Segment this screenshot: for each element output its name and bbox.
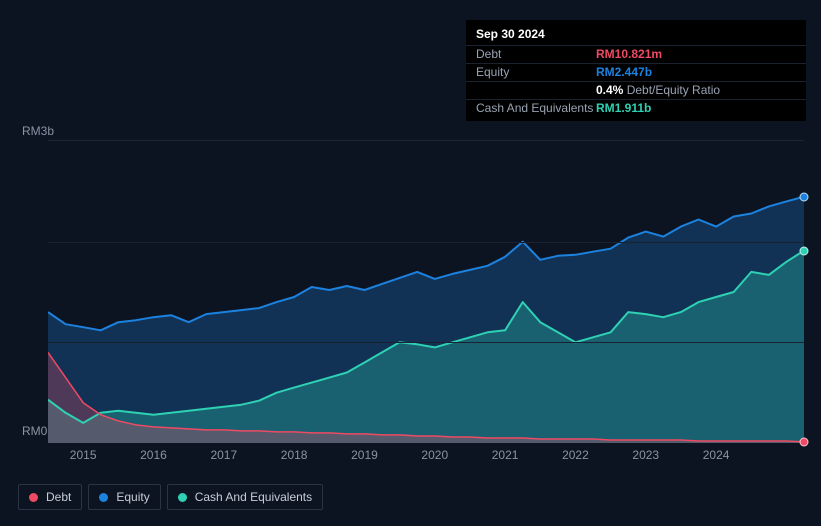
tooltip-row-cash: Cash And Equivalents RM1.911b [466,99,806,117]
tooltip-label: Cash And Equivalents [476,100,596,117]
tooltip-value: RM1.911b [596,100,651,117]
x-tick-label: 2022 [562,448,589,462]
series-end-marker [800,246,809,255]
y-axis-label-bot: RM0 [22,424,47,438]
tooltip-row-debt: Debt RM10.821m [466,45,806,63]
legend-item-cash[interactable]: Cash And Equivalents [167,484,323,510]
chart-plot-area[interactable] [48,140,804,442]
tooltip-date: Sep 30 2024 [466,24,806,45]
tooltip-label: Debt [476,46,596,63]
tooltip-row-equity: Equity RM2.447b [466,63,806,81]
y-axis-label-top: RM3b [22,124,54,138]
ratio-suffix: Debt/Equity Ratio [623,83,720,97]
x-tick-label: 2016 [140,448,167,462]
x-tick-label: 2020 [421,448,448,462]
chart-legend: Debt Equity Cash And Equivalents [18,484,323,510]
gridline [48,342,804,343]
x-tick-label: 2018 [281,448,308,462]
chart-tooltip: Sep 30 2024 Debt RM10.821m Equity RM2.44… [466,20,806,121]
series-end-marker [800,437,809,446]
legend-dot-icon [29,493,38,502]
gridline [48,242,804,243]
series-end-marker [800,192,809,201]
tooltip-label: Equity [476,64,596,81]
tooltip-value: RM10.821m [596,46,662,63]
x-axis: 2015 2016 2017 2018 2019 2020 2021 2022 2023 2024 [48,448,804,464]
x-tick-label: 2023 [632,448,659,462]
x-tick-label: 2017 [210,448,237,462]
x-tick-label: 2019 [351,448,378,462]
tooltip-row-ratio: 0.4% Debt/Equity Ratio [466,81,806,99]
legend-item-debt[interactable]: Debt [18,484,82,510]
legend-label: Cash And Equivalents [195,490,312,504]
chart-svg [48,141,804,443]
legend-dot-icon [99,493,108,502]
tooltip-value: 0.4% Debt/Equity Ratio [596,82,720,99]
ratio-prefix: 0.4% [596,83,623,97]
legend-label: Equity [116,490,149,504]
legend-dot-icon [178,493,187,502]
legend-label: Debt [46,490,71,504]
tooltip-label [476,82,596,99]
x-tick-label: 2015 [70,448,97,462]
x-tick-label: 2024 [703,448,730,462]
tooltip-value: RM2.447b [596,64,652,81]
legend-item-equity[interactable]: Equity [88,484,160,510]
x-tick-label: 2021 [492,448,519,462]
